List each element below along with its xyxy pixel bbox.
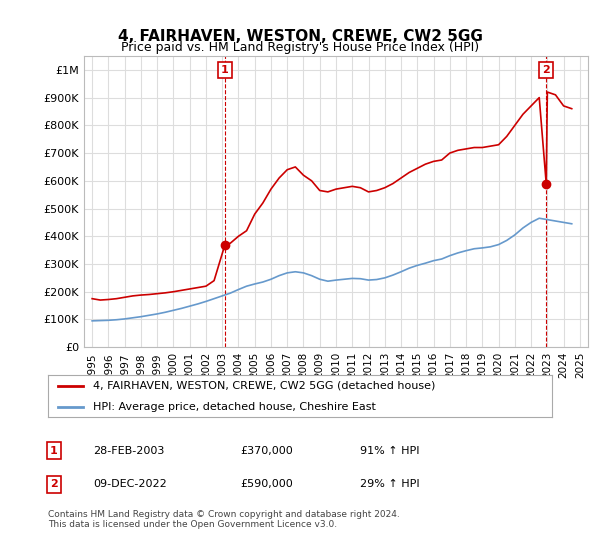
Text: 28-FEB-2003: 28-FEB-2003 [93,446,164,456]
Text: 29% ↑ HPI: 29% ↑ HPI [360,479,419,489]
Text: £590,000: £590,000 [240,479,293,489]
Text: 09-DEC-2022: 09-DEC-2022 [93,479,167,489]
Text: 2: 2 [50,479,58,489]
Text: 2: 2 [542,65,550,75]
Text: 4, FAIRHAVEN, WESTON, CREWE, CW2 5GG: 4, FAIRHAVEN, WESTON, CREWE, CW2 5GG [118,29,482,44]
Text: £370,000: £370,000 [240,446,293,456]
Text: 1: 1 [221,65,229,75]
Text: 1: 1 [50,446,58,456]
Text: 4, FAIRHAVEN, WESTON, CREWE, CW2 5GG (detached house): 4, FAIRHAVEN, WESTON, CREWE, CW2 5GG (de… [94,381,436,391]
Text: 91% ↑ HPI: 91% ↑ HPI [360,446,419,456]
Text: Contains HM Land Registry data © Crown copyright and database right 2024.
This d: Contains HM Land Registry data © Crown c… [48,510,400,529]
Text: Price paid vs. HM Land Registry's House Price Index (HPI): Price paid vs. HM Land Registry's House … [121,41,479,54]
Text: HPI: Average price, detached house, Cheshire East: HPI: Average price, detached house, Ches… [94,402,376,412]
